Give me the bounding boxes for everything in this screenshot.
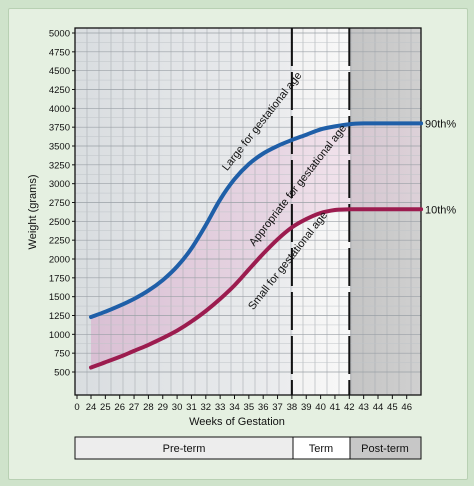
y-tick-label: 500 xyxy=(54,368,70,379)
x-tick-label: 27 xyxy=(129,402,140,413)
y-tick-label: 3500 xyxy=(49,142,70,153)
x-tick-label: 0 xyxy=(74,402,79,413)
x-tick-label: 35 xyxy=(244,402,255,413)
series-label-10th: 10th% xyxy=(425,204,456,216)
x-tick-label: 34 xyxy=(229,402,240,413)
percentile-curves: 90th% 10th% xyxy=(89,118,456,370)
x-tick-label: 39 xyxy=(301,402,312,413)
zone-boundaries xyxy=(290,28,351,395)
y-axis-title: Weight (grams) xyxy=(27,175,39,250)
x-tick-label: 24 xyxy=(86,402,97,413)
series-line-10th xyxy=(89,207,424,370)
x-tick-label: 41 xyxy=(330,402,341,413)
x-tick-label: 32 xyxy=(201,402,212,413)
plot-border xyxy=(74,27,422,396)
x-tick-label: 31 xyxy=(186,402,197,413)
x-tick-label: 30 xyxy=(172,402,183,413)
y-tick-label: 2500 xyxy=(49,217,70,228)
y-tick-label: 3750 xyxy=(49,123,70,134)
y-tick-label: 4500 xyxy=(49,66,70,77)
x-tick-label: 38 xyxy=(287,402,298,413)
zone-bar-postterm xyxy=(349,436,422,460)
y-tick-label: 2000 xyxy=(49,255,70,266)
y-tick-label: 1500 xyxy=(49,292,70,303)
y-tick-label: 1250 xyxy=(49,311,70,322)
x-tick-label: 37 xyxy=(272,402,283,413)
appropriate-band xyxy=(91,123,422,368)
zone-label-postterm: Post-term xyxy=(361,443,409,455)
x-tick-label: 36 xyxy=(258,402,269,413)
y-tick-label: 4250 xyxy=(49,85,70,96)
y-tick-label: 3250 xyxy=(49,160,70,171)
series-line-90th xyxy=(89,121,424,319)
x-tick-label: 33 xyxy=(215,402,226,413)
x-tick-label: 29 xyxy=(157,402,168,413)
x-tick-label: 42 xyxy=(344,402,355,413)
grid-lines xyxy=(74,28,421,395)
x-tick-label: 43 xyxy=(358,402,369,413)
x-axis-ticks: 0 24 25 26 27 28 29 30 31 32 33 34 35 36 37 38 39 40 41 42 4… xyxy=(74,395,412,413)
postterm-region xyxy=(350,28,421,395)
y-axis-ticks: 500 750 1000 1250 1500 1750 2000 2250 2500 2750 30… xyxy=(49,29,75,379)
x-tick-label: 40 xyxy=(315,402,326,413)
y-tick-label: 750 xyxy=(54,349,70,360)
y-tick-label: 1750 xyxy=(49,273,70,284)
series-label-90th: 90th% xyxy=(425,118,456,130)
y-tick-label: 3000 xyxy=(49,179,70,190)
x-tick-label: 44 xyxy=(373,402,384,413)
y-tick-label: 4750 xyxy=(49,47,70,58)
x-axis-title: Weeks of Gestation xyxy=(189,416,285,428)
x-tick-label: 25 xyxy=(100,402,111,413)
y-tick-label: 4000 xyxy=(49,104,70,115)
x-tick-label: 46 xyxy=(401,402,412,413)
x-tick-label: 26 xyxy=(114,402,125,413)
zone-label-preterm: Pre-term xyxy=(163,443,206,455)
y-tick-label: 5000 xyxy=(49,29,70,40)
x-tick-label: 45 xyxy=(387,402,398,413)
y-tick-label: 2250 xyxy=(49,236,70,247)
x-tick-label: 28 xyxy=(143,402,154,413)
y-tick-label: 2750 xyxy=(49,198,70,209)
zone-bar: Pre-term Term Post-term xyxy=(74,436,422,460)
zone-label-term: Term xyxy=(309,443,333,455)
y-tick-label: 1000 xyxy=(49,330,70,341)
